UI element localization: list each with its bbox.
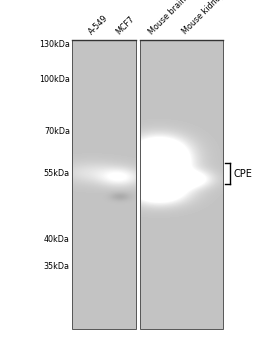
Text: 35kDa: 35kDa xyxy=(44,262,70,271)
Text: 130kDa: 130kDa xyxy=(39,40,70,49)
Text: 55kDa: 55kDa xyxy=(44,169,70,178)
Text: 100kDa: 100kDa xyxy=(39,75,70,84)
Bar xyxy=(140,40,223,329)
Text: Mouse brain: Mouse brain xyxy=(147,0,188,36)
Bar xyxy=(72,40,136,329)
Text: Mouse kidney: Mouse kidney xyxy=(180,0,226,36)
Text: MCF7: MCF7 xyxy=(114,14,136,36)
Text: A-549: A-549 xyxy=(87,13,111,36)
Text: CPE: CPE xyxy=(233,169,252,179)
Text: 40kDa: 40kDa xyxy=(44,235,70,244)
Text: 70kDa: 70kDa xyxy=(44,127,70,136)
